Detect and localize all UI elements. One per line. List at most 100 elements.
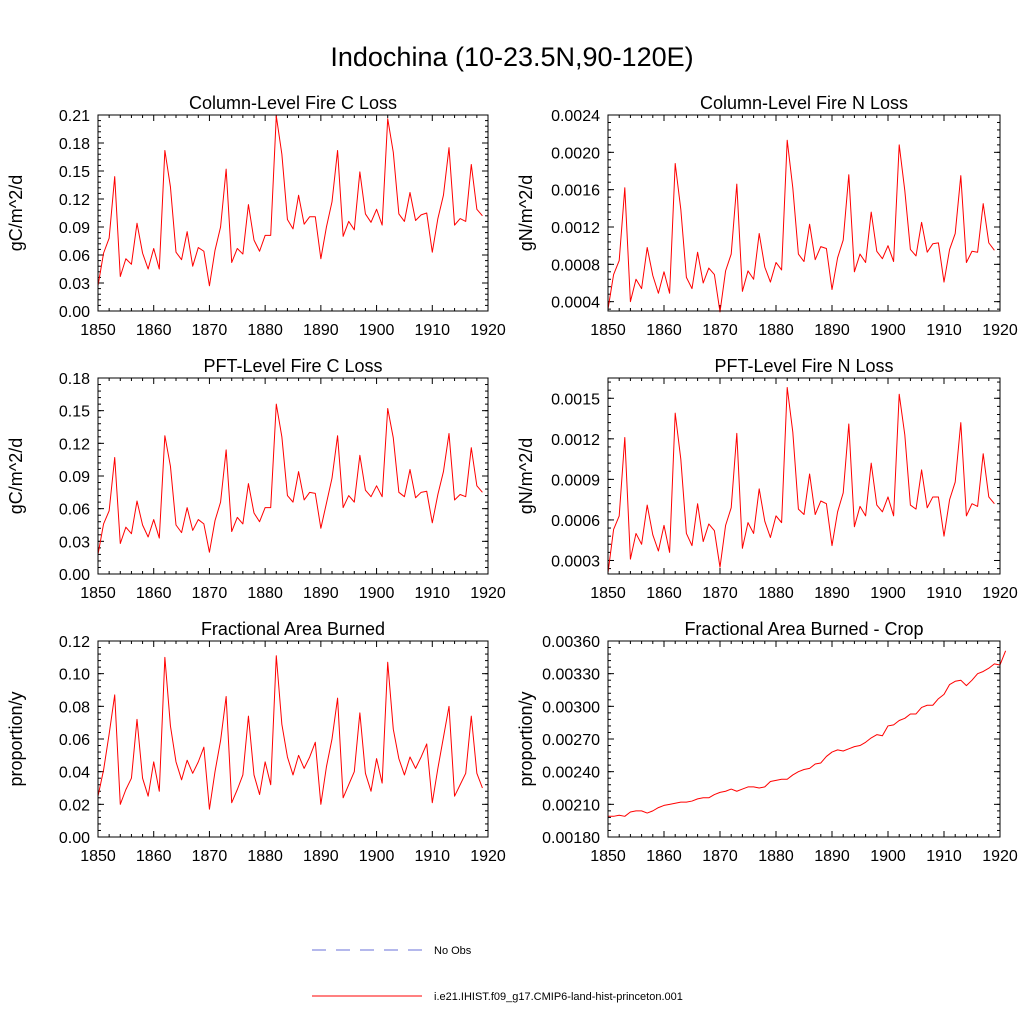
y-axis-label: gC/m^2/d bbox=[6, 175, 26, 251]
x-tick-label: 1860 bbox=[136, 585, 172, 602]
plot-frame bbox=[97, 377, 489, 575]
x-tick-label: 1870 bbox=[702, 322, 738, 339]
data-series-line bbox=[97, 655, 483, 810]
x-tick-label: 1860 bbox=[646, 322, 682, 339]
y-tick-label: 0.09 bbox=[59, 220, 90, 237]
y-tick-label: 0.0012 bbox=[551, 220, 600, 237]
x-tick-label: 1910 bbox=[926, 322, 962, 339]
y-tick-label: 0.0008 bbox=[551, 257, 600, 274]
x-tick-label: 1890 bbox=[814, 585, 850, 602]
y-tick-label: 0.06 bbox=[59, 248, 90, 265]
x-tick-label: 1920 bbox=[982, 322, 1018, 339]
chart-panel-6: Fractional Area Burned - Crop proportion/… bbox=[516, 619, 1018, 865]
chart-title: PFT-Level Fire N Loss bbox=[714, 356, 893, 376]
y-tick-label: 0.00 bbox=[59, 567, 90, 584]
x-tick-label: 1860 bbox=[646, 585, 682, 602]
x-tick-label: 1880 bbox=[758, 848, 794, 865]
y-axis-label: gN/m^2/d bbox=[516, 438, 536, 514]
chart-panel-5: Fractional Area Burned proportion/y 1850 18… bbox=[6, 619, 506, 865]
data-series-line bbox=[607, 139, 995, 313]
y-tick-label: 0.0024 bbox=[551, 108, 600, 125]
x-tick-label: 1900 bbox=[870, 322, 906, 339]
chart-title: PFT-Level Fire C Loss bbox=[203, 356, 382, 376]
x-tick-label: 1920 bbox=[470, 585, 506, 602]
y-tick-label: 0.12 bbox=[59, 436, 90, 453]
y-tick-label: 0.00180 bbox=[542, 830, 600, 847]
y-tick-label: 0.0016 bbox=[551, 183, 600, 200]
x-tick-label: 1850 bbox=[590, 322, 626, 339]
y-tick-label: 0.0015 bbox=[551, 391, 600, 408]
x-tick-label: 1890 bbox=[814, 322, 850, 339]
x-tick-label: 1890 bbox=[303, 322, 339, 339]
legend-label-no-obs: No Obs bbox=[434, 945, 472, 957]
chart-title: Column-Level Fire N Loss bbox=[700, 93, 908, 113]
y-tick-label: 0.06 bbox=[59, 502, 90, 519]
plot-frame bbox=[97, 114, 489, 312]
x-tick-label: 1850 bbox=[590, 585, 626, 602]
x-tick-label: 1880 bbox=[758, 322, 794, 339]
x-tick-label: 1910 bbox=[414, 585, 450, 602]
x-tick-label: 1920 bbox=[470, 322, 506, 339]
y-tick-label: 0.03 bbox=[59, 276, 90, 293]
x-tick-label: 1900 bbox=[359, 848, 395, 865]
x-tick-label: 1920 bbox=[982, 585, 1018, 602]
y-tick-label: 0.06 bbox=[59, 732, 90, 749]
x-tick-label: 1850 bbox=[590, 848, 626, 865]
chart-title: Fractional Area Burned - Crop bbox=[684, 619, 923, 639]
x-tick-label: 1900 bbox=[359, 585, 395, 602]
y-tick-label: 0.09 bbox=[59, 469, 90, 486]
x-tick-label: 1910 bbox=[926, 585, 962, 602]
x-tick-label: 1900 bbox=[359, 322, 395, 339]
x-tick-label: 1900 bbox=[870, 585, 906, 602]
data-series-line bbox=[97, 403, 483, 555]
y-tick-label: 0.03 bbox=[59, 534, 90, 551]
y-tick-label: 0.00 bbox=[59, 830, 90, 847]
x-tick-label: 1850 bbox=[80, 585, 116, 602]
chart-panel-1: Column-Level Fire C Loss gC/m^2/d 1850 1860… bbox=[6, 93, 506, 339]
chart-title: Fractional Area Burned bbox=[201, 619, 385, 639]
x-tick-label: 1900 bbox=[870, 848, 906, 865]
y-tick-label: 0.00300 bbox=[542, 699, 600, 716]
x-tick-label: 1850 bbox=[80, 848, 116, 865]
y-tick-label: 0.10 bbox=[59, 667, 90, 684]
x-tick-label: 1880 bbox=[247, 585, 283, 602]
x-tick-label: 1860 bbox=[136, 848, 172, 865]
x-tick-label: 1880 bbox=[758, 585, 794, 602]
chart-panel-3: PFT-Level Fire C Loss gC/m^2/d 1850 1860 187… bbox=[6, 356, 506, 602]
x-tick-label: 1910 bbox=[414, 322, 450, 339]
plot-frame bbox=[607, 114, 1001, 312]
x-tick-label: 1910 bbox=[926, 848, 962, 865]
x-tick-label: 1890 bbox=[303, 848, 339, 865]
y-tick-label: 0.00270 bbox=[542, 732, 600, 749]
y-tick-label: 0.02 bbox=[59, 797, 90, 814]
y-tick-label: 0.0003 bbox=[551, 553, 600, 570]
x-tick-label: 1890 bbox=[814, 848, 850, 865]
chart-panel-4: PFT-Level Fire N Loss gN/m^2/d 1850 1860 187… bbox=[516, 356, 1018, 602]
x-tick-label: 1880 bbox=[247, 848, 283, 865]
y-tick-label: 0.04 bbox=[59, 765, 90, 782]
y-tick-label: 0.15 bbox=[59, 164, 90, 181]
y-tick-label: 0.15 bbox=[59, 404, 90, 421]
x-tick-label: 1870 bbox=[192, 585, 228, 602]
panels: Column-Level Fire C Loss gC/m^2/d 1850 1860… bbox=[6, 93, 1018, 865]
x-tick-label: 1850 bbox=[80, 322, 116, 339]
plot-frame bbox=[97, 640, 489, 838]
x-tick-label: 1870 bbox=[702, 848, 738, 865]
x-tick-label: 1870 bbox=[702, 585, 738, 602]
y-axis-label: proportion/y bbox=[516, 691, 536, 786]
x-tick-label: 1870 bbox=[192, 848, 228, 865]
x-tick-label: 1920 bbox=[982, 848, 1018, 865]
data-series-line bbox=[607, 386, 995, 573]
y-axis-label: gC/m^2/d bbox=[6, 438, 26, 514]
x-tick-label: 1880 bbox=[247, 322, 283, 339]
data-series-line bbox=[608, 650, 1007, 817]
chart-panel-2: Column-Level Fire N Loss gN/m^2/d 1850 1860… bbox=[516, 93, 1018, 339]
y-tick-label: 0.00 bbox=[59, 304, 90, 321]
y-axis-label: proportion/y bbox=[6, 691, 26, 786]
y-tick-label: 0.0004 bbox=[551, 295, 600, 312]
y-tick-label: 0.00210 bbox=[542, 797, 600, 814]
y-tick-label: 0.18 bbox=[59, 371, 90, 388]
y-axis-label: gN/m^2/d bbox=[516, 175, 536, 251]
x-tick-label: 1860 bbox=[136, 322, 172, 339]
